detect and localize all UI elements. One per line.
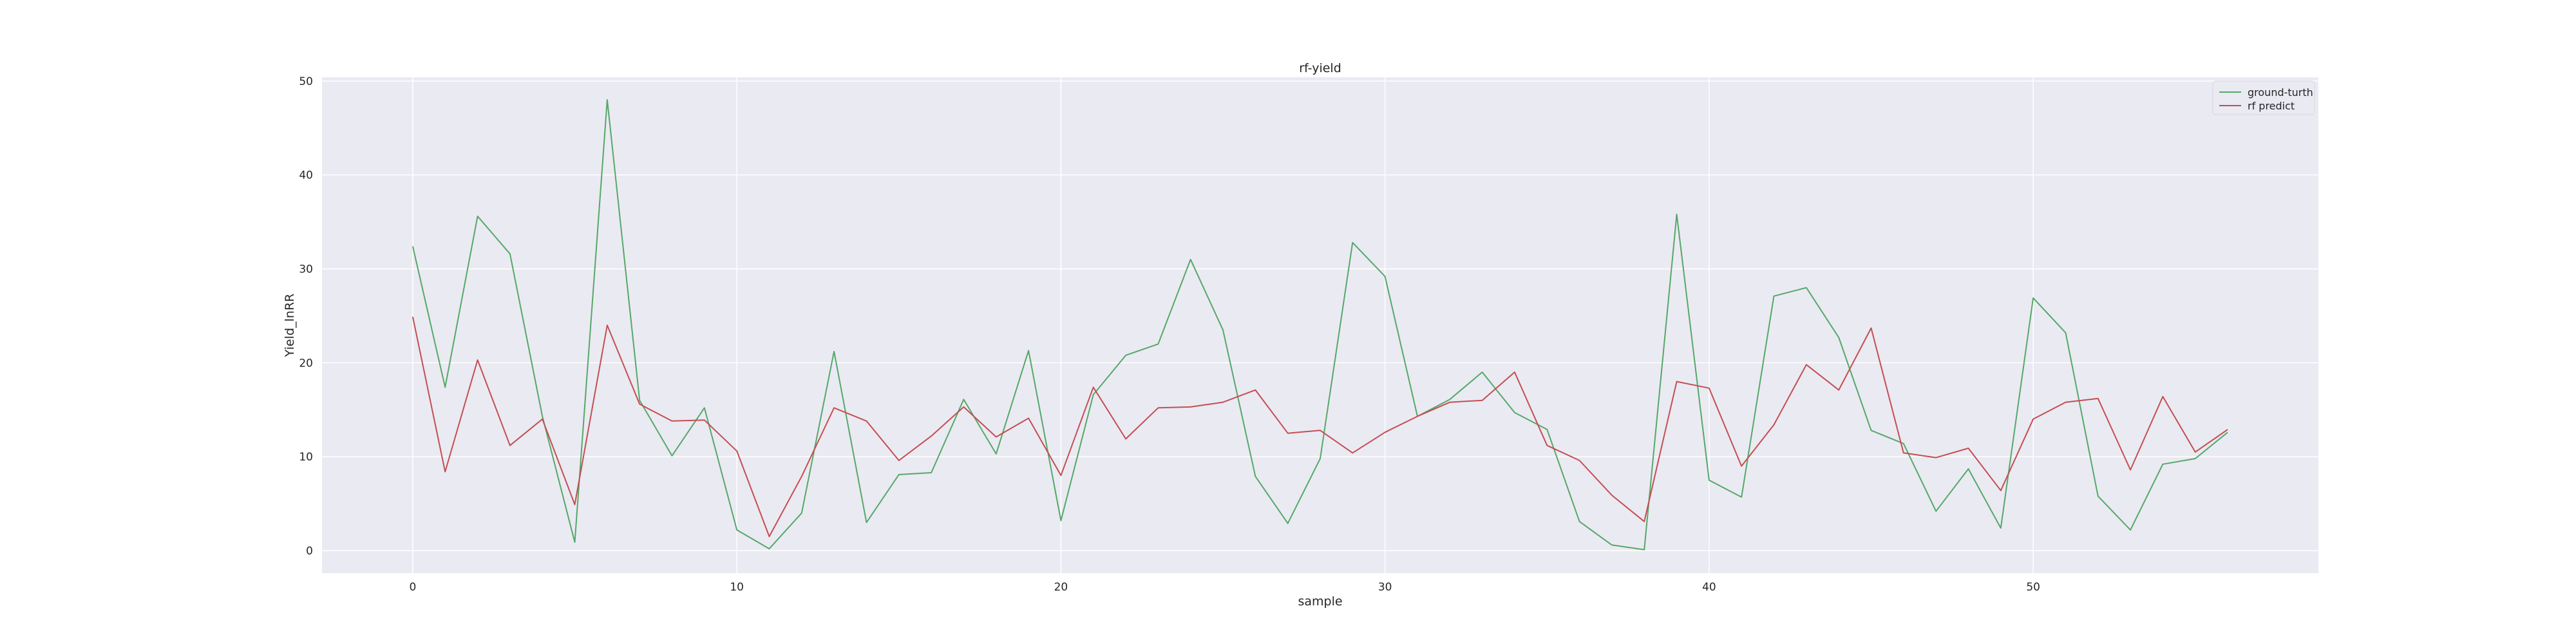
- x-tick-label: 30: [1378, 581, 1392, 594]
- plot-background: [322, 77, 2318, 573]
- x-tick-label: 0: [409, 581, 416, 594]
- series-group: [412, 99, 2228, 551]
- legend-label-ground-turth: ground-turth: [2248, 86, 2313, 99]
- y-tick-label: 0: [306, 545, 313, 558]
- tick-labels: 0 10 20 30 40 50 0 10 20 30 40 50: [299, 75, 2040, 594]
- series-line-ground-turth: [412, 99, 2228, 551]
- series-line-rf-predict: [412, 316, 2228, 538]
- x-tick-label: 20: [1054, 581, 1068, 594]
- chart-title: rf-yield: [1299, 61, 1341, 75]
- legend: ground-turth rf predict: [2212, 80, 2315, 115]
- x-tick-label: 10: [730, 581, 744, 594]
- x-axis-label: sample: [1298, 594, 1342, 609]
- y-tick-label: 20: [299, 357, 313, 370]
- x-tick-label: 50: [2026, 581, 2040, 594]
- y-tick-label: 50: [299, 75, 313, 88]
- y-tick-label: 40: [299, 169, 313, 182]
- y-tick-label: 10: [299, 451, 313, 464]
- grid: [322, 77, 2318, 573]
- y-tick-label: 30: [299, 263, 313, 276]
- y-axis-label: Yield_lnRR: [283, 294, 297, 357]
- legend-label-rf-predict: rf predict: [2248, 100, 2295, 112]
- x-tick-label: 40: [1702, 581, 1716, 594]
